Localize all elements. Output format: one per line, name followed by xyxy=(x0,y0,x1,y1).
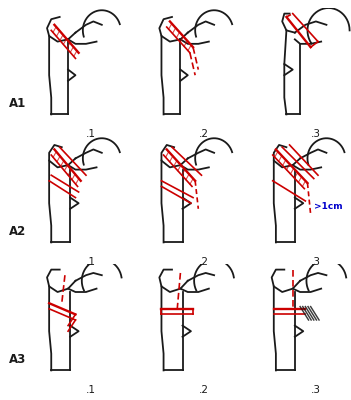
Text: .1: .1 xyxy=(86,129,96,139)
Text: .1: .1 xyxy=(86,257,96,267)
Text: A3: A3 xyxy=(9,353,26,366)
Text: .2: .2 xyxy=(199,129,208,139)
Text: .2: .2 xyxy=(199,385,208,395)
Text: A1: A1 xyxy=(9,97,26,110)
Text: .2: .2 xyxy=(199,257,208,267)
Text: .1: .1 xyxy=(86,385,96,395)
Text: A2: A2 xyxy=(9,225,26,238)
Text: .3: .3 xyxy=(311,257,321,267)
Text: .3: .3 xyxy=(311,385,321,395)
Text: .3: .3 xyxy=(311,129,321,139)
Text: >1cm: >1cm xyxy=(314,202,343,211)
